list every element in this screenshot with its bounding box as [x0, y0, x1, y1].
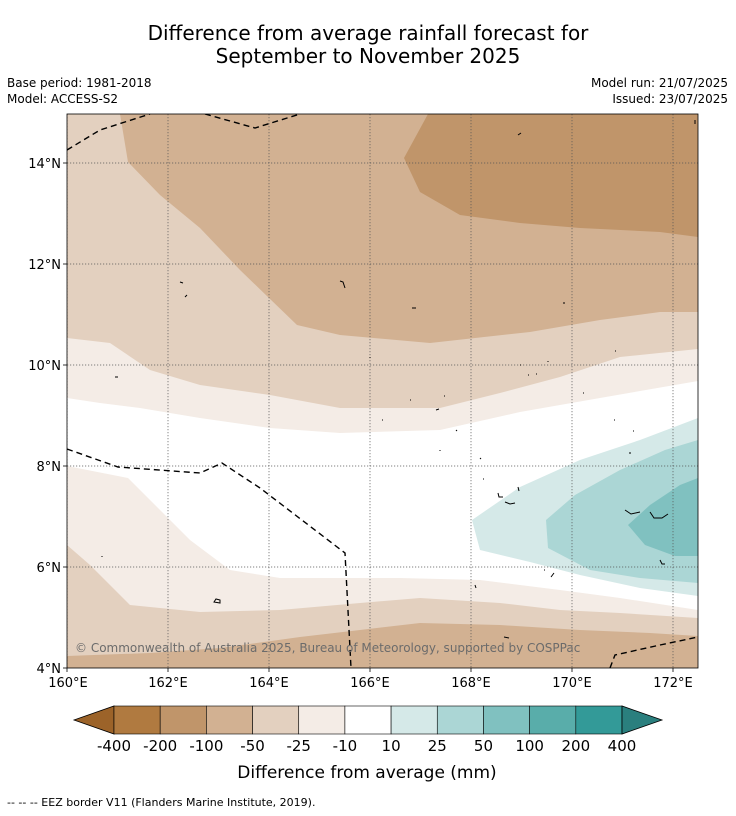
- eez-footnote: -- -- -- EEZ border V11 (Flanders Marine…: [7, 796, 316, 809]
- band-minus100-south: [67, 623, 698, 668]
- meta-right: Model run: 21/07/2025 Issued: 23/07/2025: [591, 75, 728, 107]
- axis-ticks: [63, 162, 674, 672]
- lat-label-10n: 10°N: [28, 359, 61, 374]
- meta-left: Base period: 1981-2018 Model: ACCESS-S2: [7, 75, 152, 107]
- colorbar-box: [390, 705, 438, 735]
- colorbar-label: Difference from average (mm): [237, 763, 496, 783]
- colorbar-box: [529, 705, 577, 735]
- model-run: Model run: 21/07/2025: [590, 76, 728, 90]
- colorbar-box: [113, 705, 161, 735]
- colorbar-box: [344, 705, 392, 735]
- colorbar-tick-label: -400: [97, 737, 131, 755]
- colorbar-box: [436, 705, 484, 735]
- lon-label-170e: 170°E: [552, 676, 592, 691]
- colorbar-box: [483, 705, 530, 735]
- colorbar-tick-label: -10: [333, 737, 358, 755]
- latitude-labels: 14°N 12°N 10°N 8°N 6°N 4°N: [28, 157, 61, 677]
- colorbar-tick-label: 25: [428, 737, 447, 755]
- colorbar: [72, 705, 664, 735]
- colorbar-extend-low: [72, 705, 115, 735]
- colorbar-tick-label: 100: [515, 737, 544, 755]
- colorbar-tick-label: -25: [286, 737, 311, 755]
- colorbar-tick-label: 50: [474, 737, 493, 755]
- issued-date: Issued: 23/07/2025: [612, 92, 728, 106]
- lon-label-166e: 166°E: [350, 676, 390, 691]
- lat-label-4n: 4°N: [37, 662, 62, 677]
- lon-label-162e: 162°E: [148, 676, 188, 691]
- colorbar-tick-label: -100: [189, 737, 223, 755]
- colorbar-tick-label: 200: [561, 737, 590, 755]
- lon-label-172e: 172°E: [653, 676, 693, 691]
- colorbar-extend-high: [621, 705, 664, 735]
- colorbar-box: [206, 705, 253, 735]
- lat-label-14n: 14°N: [28, 157, 61, 172]
- title-line-2: September to November 2025: [215, 44, 521, 68]
- colorbar-box: [575, 705, 623, 735]
- band-minus200: [404, 114, 698, 237]
- chart-title: Difference from average rainfall forecas…: [0, 22, 736, 68]
- lon-label-164e: 164°E: [249, 676, 289, 691]
- gridlines: [67, 114, 698, 668]
- lat-label-6n: 6°N: [37, 561, 62, 576]
- colorbar-box: [252, 705, 300, 735]
- longitude-labels: 160°E 162°E 164°E 166°E 168°E 170°E 172°…: [48, 676, 693, 691]
- colorbar-tick-label: -200: [143, 737, 177, 755]
- colorbar-tick-label: -50: [240, 737, 265, 755]
- copyright-notice: © Commonwealth of Australia 2025, Bureau…: [75, 641, 581, 655]
- title-line-1: Difference from average rainfall forecas…: [147, 21, 589, 45]
- map-frame: [66, 113, 699, 669]
- lat-label-12n: 12°N: [28, 258, 61, 273]
- colorbar-tick-label: 10: [382, 737, 401, 755]
- colorbar-box: [159, 705, 207, 735]
- lat-label-8n: 8°N: [37, 460, 62, 475]
- colorbar-tick-label: 400: [608, 737, 637, 755]
- lon-label-160e: 160°E: [48, 676, 88, 691]
- rainfall-map: [67, 114, 698, 668]
- islands: [101, 120, 696, 639]
- lon-label-168e: 168°E: [451, 676, 491, 691]
- colorbar-tick-labels: -400 -200 -100 -50 -25 -10 10 25 50 100 200 400: [97, 737, 636, 755]
- base-period: Base period: 1981-2018: [7, 76, 152, 90]
- colorbar-box: [298, 705, 346, 735]
- model-name: Model: ACCESS-S2: [7, 92, 119, 106]
- eez-borders: [67, 114, 698, 668]
